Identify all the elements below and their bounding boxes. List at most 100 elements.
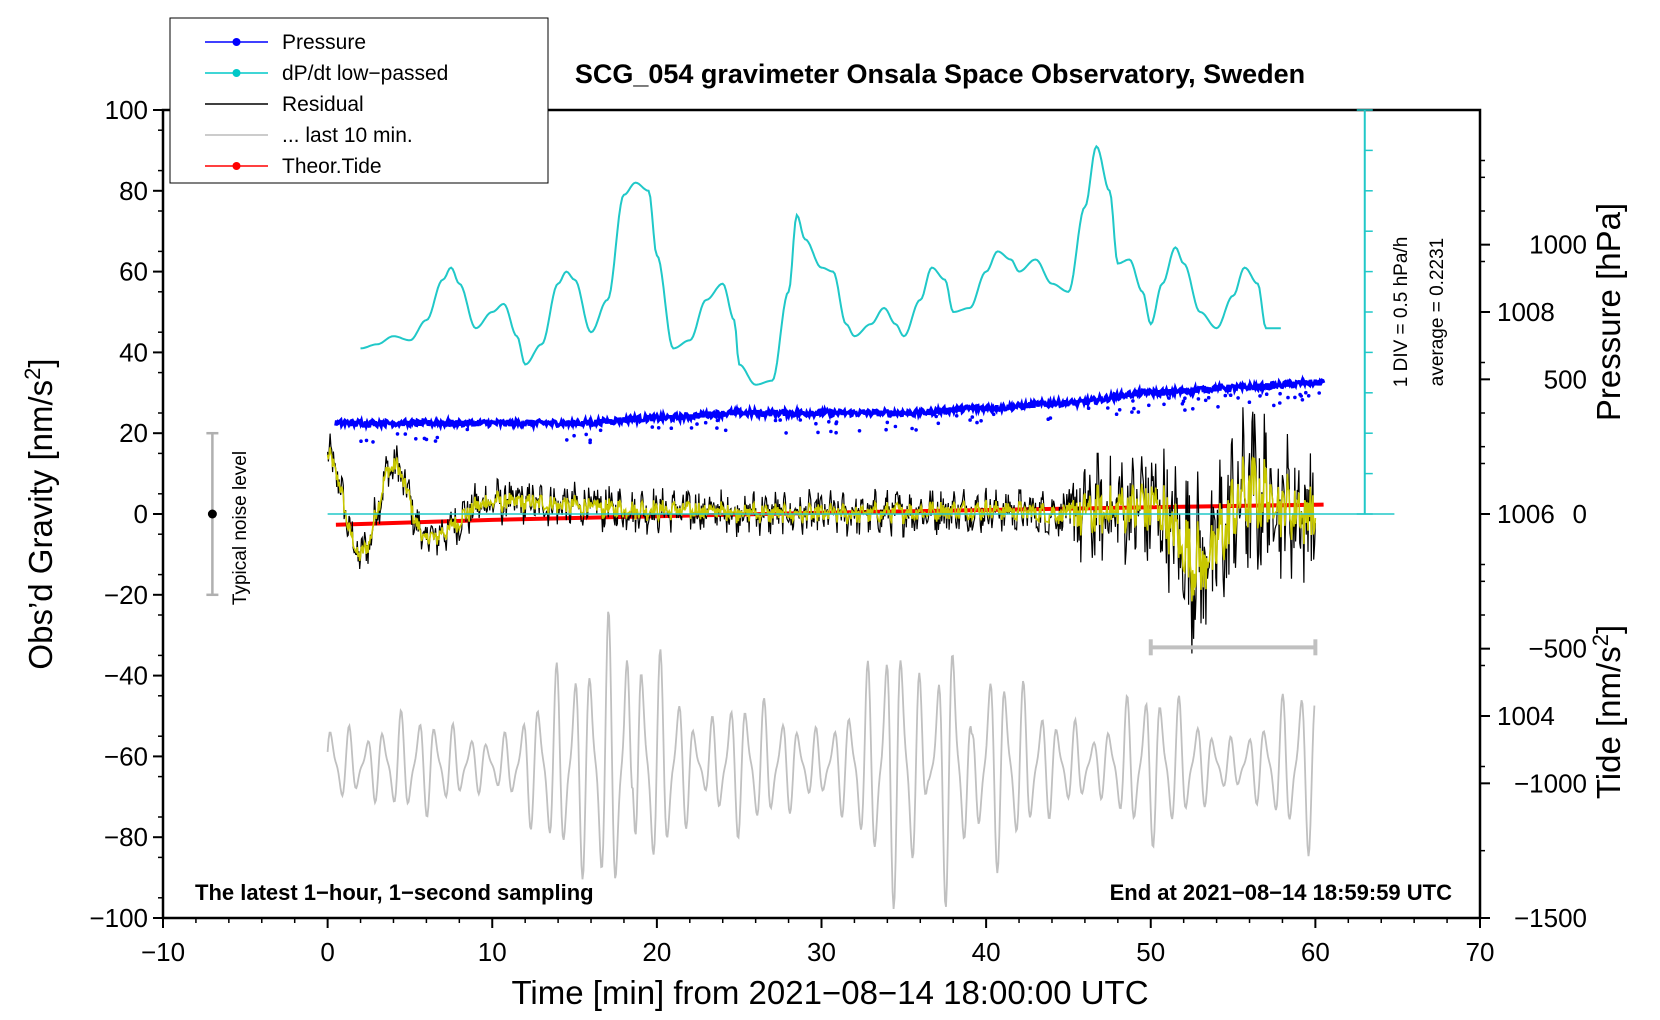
- pressure-point: [1117, 408, 1122, 412]
- pressure-point: [954, 414, 959, 418]
- y-axis-pressure: 1008 1006 1004: [1480, 159, 1555, 768]
- pressure-point: [1298, 392, 1302, 397]
- legend-label: Residual: [282, 93, 364, 116]
- pressure-point: [885, 420, 890, 425]
- pressure-point: [588, 438, 592, 443]
- pressure-point: [1278, 401, 1282, 405]
- legend-swatch-marker: [232, 162, 241, 170]
- pressure-point: [422, 436, 427, 441]
- pressure-point: [893, 424, 898, 429]
- y-axis-title-tide-main: Tide [nm/s: [1590, 646, 1627, 799]
- pressure-point: [1258, 394, 1262, 398]
- pressure-point: [814, 421, 818, 426]
- pressure-point: [784, 431, 788, 435]
- tide-tick-label: 1000: [1529, 230, 1587, 260]
- pressure-point: [1048, 416, 1053, 420]
- dpdt-lowpassed-series: [327, 109, 1395, 515]
- sampling-note: The latest 1−hour, 1−second sampling: [195, 880, 594, 905]
- pressure-point: [1131, 399, 1135, 403]
- pressure-point: [1132, 406, 1136, 411]
- pressure-point: [1293, 395, 1297, 400]
- pressure-tick-label: 1006: [1497, 499, 1555, 529]
- pressure-point: [910, 426, 914, 431]
- pressure-point: [715, 426, 719, 430]
- legend-label: ... last 10 min.: [282, 124, 413, 147]
- tide-tick-label: 500: [1544, 364, 1587, 394]
- pressure-point: [884, 427, 888, 432]
- pressure-point: [703, 420, 708, 425]
- pressure-point: [834, 420, 839, 424]
- pressure-point: [1196, 397, 1201, 401]
- y-axis-title-tide: Tide [nm/s2]: [1588, 625, 1627, 799]
- pressure-point: [565, 438, 569, 442]
- x-tick-label: −10: [141, 937, 185, 967]
- last-10-min-series: [326, 611, 1316, 909]
- dpdt-average-label: average = 0.2231: [1427, 238, 1448, 386]
- y-axis-title-tide-end: ]: [1590, 625, 1627, 634]
- noise-bar-center: [207, 509, 217, 519]
- pressure-point: [1136, 410, 1141, 414]
- pressure-point: [689, 426, 694, 430]
- pressure-point: [934, 414, 938, 419]
- pressure-point: [1306, 394, 1311, 398]
- pressure-tick-label: 1008: [1497, 297, 1555, 327]
- y-tick-label: −40: [104, 661, 148, 691]
- pressure-line: [334, 374, 1326, 433]
- pressure-point: [433, 439, 438, 443]
- pressure-point: [968, 418, 972, 422]
- pressure-point: [371, 440, 375, 444]
- y-axis-gravity: 100 80 60 40 20 0 −20 −40 −60 −80 −100: [89, 95, 163, 933]
- x-tick-label: 70: [1466, 937, 1495, 967]
- pressure-point: [1114, 412, 1119, 417]
- pressure-point: [572, 433, 576, 438]
- pressure-point: [1286, 395, 1290, 400]
- pressure-point: [1106, 406, 1110, 410]
- pressure-point: [1317, 391, 1321, 395]
- pressure-point: [403, 432, 408, 436]
- x-tick-label: 10: [478, 937, 507, 967]
- pressure-point: [778, 418, 782, 422]
- x-tick-label: 40: [972, 937, 1001, 967]
- pressure-point: [669, 426, 674, 431]
- pressure-point: [936, 421, 941, 426]
- pressure-point: [656, 426, 661, 430]
- legend-label: Pressure: [282, 31, 366, 54]
- dpdt-scale-label: 1 DIV = 0.5 hPa/h: [1391, 237, 1412, 388]
- tide-tick-label: −500: [1528, 634, 1587, 664]
- pressure-point: [798, 418, 803, 422]
- pressure-point: [414, 437, 418, 441]
- pressure-point: [395, 432, 400, 436]
- y-axis-title-pressure: Pressure [hPa]: [1590, 203, 1627, 421]
- pressure-point: [1223, 393, 1228, 398]
- pressure-point: [829, 429, 833, 434]
- pressure-point: [827, 420, 831, 424]
- pressure-point: [857, 429, 862, 433]
- tide-tick-label: −1000: [1514, 768, 1587, 798]
- legend-label: dP/dt low−passed: [282, 62, 448, 85]
- x-axis: −10 0 10 20 30 40 50 60 70: [141, 918, 1495, 967]
- pressure-tick-label: 1004: [1497, 701, 1555, 731]
- y-tick-label: 20: [119, 418, 148, 448]
- x-tick-label: 30: [807, 937, 836, 967]
- end-time-note: End at 2021−08−14 18:59:59 UTC: [1110, 880, 1453, 905]
- y-axis-title-gravity-sup: 2: [20, 368, 45, 380]
- pressure-point: [816, 430, 820, 435]
- y-tick-label: −100: [89, 903, 148, 933]
- pressure-point: [1183, 408, 1187, 412]
- pressure-point: [979, 419, 983, 423]
- last-10-min-line: [326, 611, 1316, 909]
- pressure-point: [1203, 398, 1208, 403]
- pressure-point: [1304, 390, 1308, 395]
- x-tick-label: 50: [1136, 937, 1165, 967]
- pressure-point: [1247, 400, 1252, 405]
- pressure-point: [1147, 403, 1151, 408]
- pressure-point: [834, 430, 838, 435]
- pressure-point: [364, 438, 369, 443]
- annotations: [206, 431, 1318, 656]
- pressure-point: [359, 439, 363, 444]
- legend-swatch-marker: [232, 69, 241, 77]
- pressure-point: [1300, 398, 1305, 402]
- x-tick-label: 20: [642, 937, 671, 967]
- pressure-series: [334, 374, 1326, 445]
- tide-tick-label: 0: [1573, 499, 1587, 529]
